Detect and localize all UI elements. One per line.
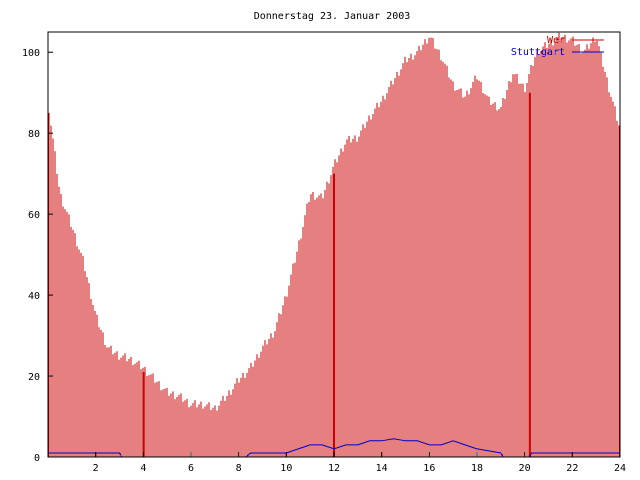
x-tick-label: 2 [93,463,99,474]
x-tick-label: 12 [328,463,340,474]
series-wer [48,32,620,457]
x-axis: 2 4 6 8 10 12 14 16 18 20 22 24 [93,452,626,474]
legend-label-stuttgart: Stuttgart [511,47,565,58]
y-tick-label: 0 [34,453,40,464]
x-tick-label: 14 [376,463,388,474]
y-tick-label: 100 [22,48,40,59]
x-tick-label: 18 [471,463,483,474]
y-tick-label: 40 [28,291,40,302]
legend-label-wer: Wer [547,35,565,46]
y-tick-label: 20 [28,372,40,383]
chart-title: Donnerstag 23. Januar 2003 [254,11,411,22]
legend: Wer Stuttgart [511,35,604,58]
series-stuttgart-line [48,438,620,458]
y-tick-label: 80 [28,129,40,140]
x-tick-label: 10 [280,463,292,474]
x-tick-label: 24 [614,463,626,474]
y-axis: 0 20 40 60 80 100 [22,48,53,464]
series-wer-markers [142,92,531,457]
x-tick-label: 16 [423,463,435,474]
x-tick-label: 8 [236,463,242,474]
x-tick-label: 22 [566,463,578,474]
x-tick-label: 6 [188,463,194,474]
x-tick-label: 4 [140,463,146,474]
x-tick-label: 20 [519,463,531,474]
y-tick-label: 60 [28,210,40,221]
